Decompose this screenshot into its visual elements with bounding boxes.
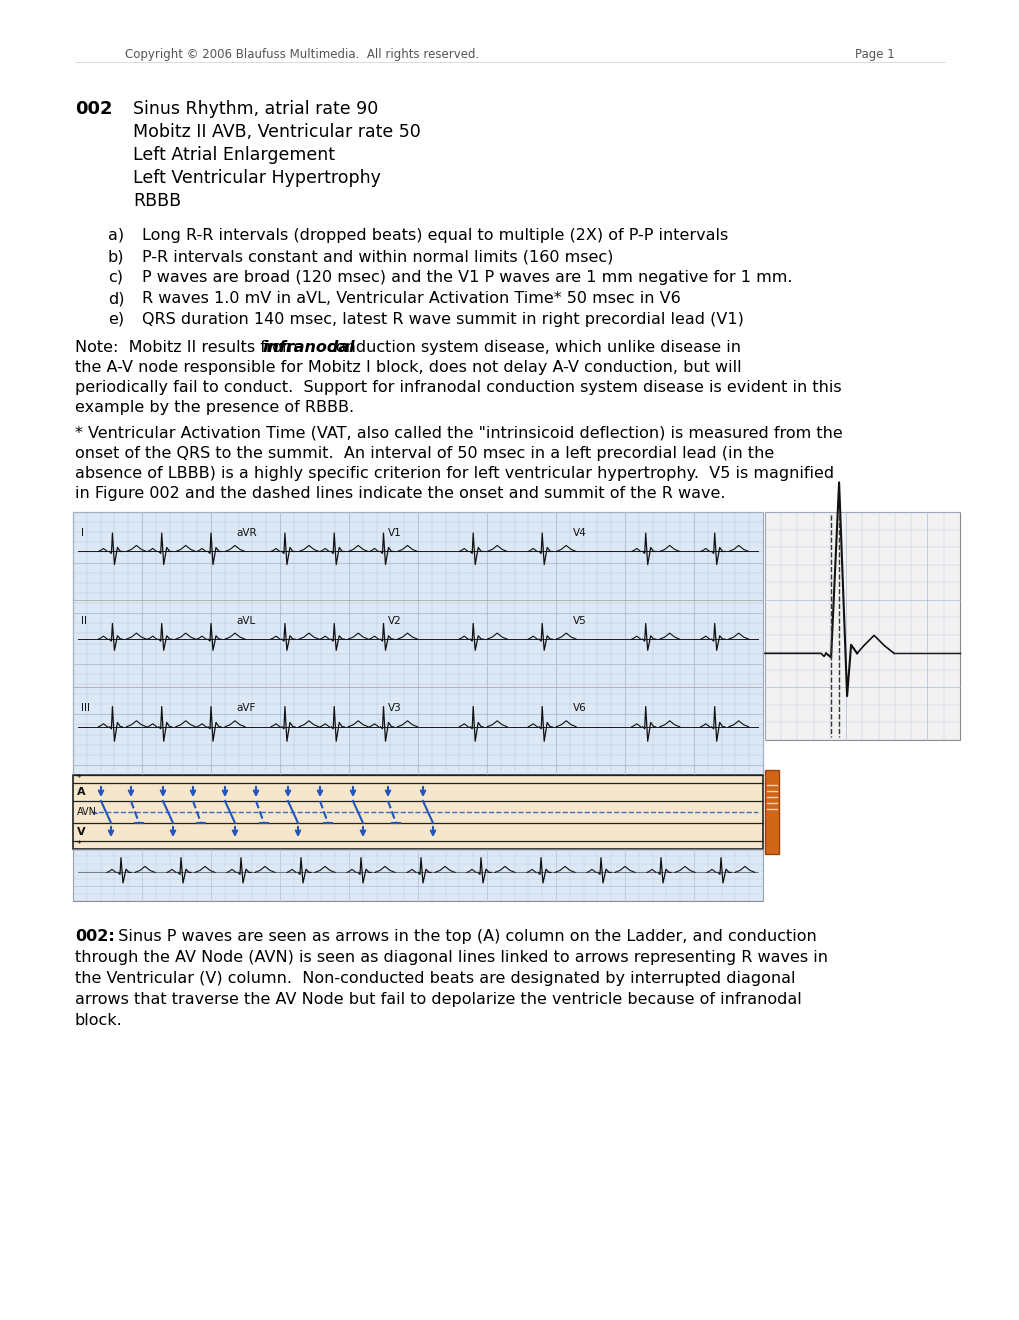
Text: d): d) bbox=[108, 290, 124, 306]
Text: Sinus Rhythm, atrial rate 90: Sinus Rhythm, atrial rate 90 bbox=[132, 100, 378, 117]
Text: aVL: aVL bbox=[235, 615, 255, 626]
Text: A: A bbox=[76, 787, 86, 797]
Text: *: * bbox=[76, 841, 82, 850]
Text: arrows that traverse the AV Node but fail to depolarize the ventricle because of: arrows that traverse the AV Node but fai… bbox=[75, 993, 801, 1007]
Text: I: I bbox=[81, 528, 84, 539]
Text: V5: V5 bbox=[573, 615, 586, 626]
Text: Note:  Mobitz II results from: Note: Mobitz II results from bbox=[75, 341, 303, 355]
Text: 002: 002 bbox=[75, 100, 112, 117]
Text: RBBB: RBBB bbox=[132, 191, 181, 210]
Text: R waves 1.0 mV in aVL, Ventricular Activation Time* 50 msec in V6: R waves 1.0 mV in aVL, Ventricular Activ… bbox=[142, 290, 680, 306]
Text: P-R intervals constant and within normal limits (160 msec): P-R intervals constant and within normal… bbox=[142, 249, 612, 264]
Text: infranodal: infranodal bbox=[262, 341, 355, 355]
Text: V3: V3 bbox=[387, 704, 401, 713]
Text: Long R-R intervals (dropped beats) equal to multiple (2X) of P-P intervals: Long R-R intervals (dropped beats) equal… bbox=[142, 228, 728, 243]
Bar bbox=[73, 512, 762, 775]
Text: P waves are broad (120 msec) and the V1 P waves are 1 mm negative for 1 mm.: P waves are broad (120 msec) and the V1 … bbox=[142, 271, 792, 285]
Text: e): e) bbox=[108, 312, 124, 327]
Text: Left Atrial Enlargement: Left Atrial Enlargement bbox=[132, 147, 334, 164]
Text: QRS duration 140 msec, latest R wave summit in right precordial lead (V1): QRS duration 140 msec, latest R wave sum… bbox=[142, 312, 743, 327]
Text: b): b) bbox=[108, 249, 124, 264]
Text: through the AV Node (AVN) is seen as diagonal lines linked to arrows representin: through the AV Node (AVN) is seen as dia… bbox=[75, 950, 827, 965]
Text: Sinus P waves are seen as arrows in the top (A) column on the Ladder, and conduc: Sinus P waves are seen as arrows in the … bbox=[108, 929, 816, 944]
Text: Copyright © 2006 Blaufuss Multimedia.  All rights reserved.: Copyright © 2006 Blaufuss Multimedia. Al… bbox=[125, 48, 479, 61]
Text: the Ventricular (V) column.  Non-conducted beats are designated by interrupted d: the Ventricular (V) column. Non-conducte… bbox=[75, 972, 795, 986]
Text: *: * bbox=[76, 775, 82, 784]
Text: Page 1: Page 1 bbox=[854, 48, 894, 61]
Bar bbox=[764, 770, 779, 854]
Text: conduction system disease, which unlike disease in: conduction system disease, which unlike … bbox=[322, 341, 740, 355]
Text: V6: V6 bbox=[573, 704, 586, 713]
Text: the A-V node responsible for Mobitz I block, does not delay A-V conduction, but : the A-V node responsible for Mobitz I bl… bbox=[75, 360, 741, 375]
Text: aVR: aVR bbox=[235, 528, 257, 539]
Text: periodically fail to conduct.  Support for infranodal conduction system disease : periodically fail to conduct. Support fo… bbox=[75, 380, 841, 395]
Text: II: II bbox=[81, 615, 87, 626]
Text: AVN: AVN bbox=[76, 807, 97, 817]
Text: a): a) bbox=[108, 228, 124, 243]
Text: Left Ventricular Hypertrophy: Left Ventricular Hypertrophy bbox=[132, 169, 380, 187]
Text: in Figure 002 and the dashed lines indicate the onset and summit of the R wave.: in Figure 002 and the dashed lines indic… bbox=[75, 486, 725, 502]
Text: 002:: 002: bbox=[75, 929, 114, 944]
Text: V1: V1 bbox=[387, 528, 401, 539]
Bar bbox=[73, 775, 762, 849]
Text: absence of LBBB) is a highly specific criterion for left ventricular hypertrophy: absence of LBBB) is a highly specific cr… bbox=[75, 466, 834, 480]
Text: block.: block. bbox=[75, 1012, 122, 1028]
Text: Mobitz II AVB, Ventricular rate 50: Mobitz II AVB, Ventricular rate 50 bbox=[132, 123, 421, 141]
Text: V2: V2 bbox=[387, 615, 401, 626]
Text: * Ventricular Activation Time (VAT, also called the "intrinsicoid deflection) is: * Ventricular Activation Time (VAT, also… bbox=[75, 426, 842, 441]
Text: aVF: aVF bbox=[235, 704, 255, 713]
Text: III: III bbox=[81, 704, 90, 713]
Text: V4: V4 bbox=[573, 528, 586, 539]
Text: V: V bbox=[76, 828, 86, 837]
Bar bbox=[764, 512, 959, 741]
Text: onset of the QRS to the summit.  An interval of 50 msec in a left precordial lea: onset of the QRS to the summit. An inter… bbox=[75, 446, 773, 461]
Text: –: – bbox=[92, 808, 98, 818]
Bar bbox=[73, 849, 762, 902]
Text: example by the presence of RBBB.: example by the presence of RBBB. bbox=[75, 400, 354, 414]
Text: c): c) bbox=[108, 271, 123, 285]
